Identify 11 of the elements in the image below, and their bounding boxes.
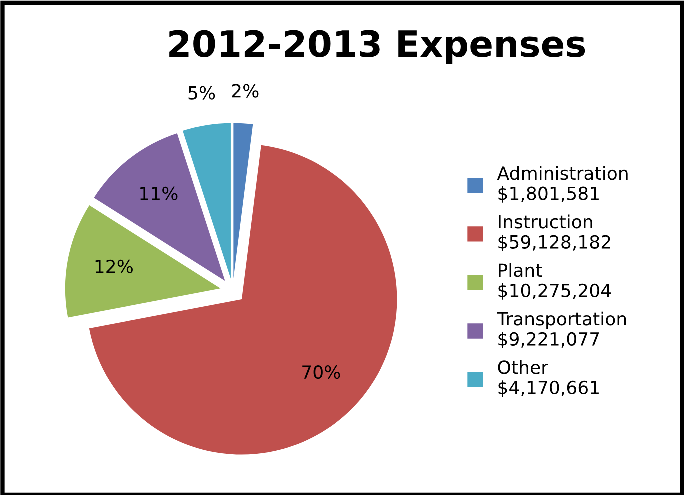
legend-label: Transportation $9,221,077	[497, 312, 626, 348]
data-label: 11%	[140, 186, 178, 201]
legend-label: Plant $10,275,204	[498, 263, 612, 300]
data-label: 2%	[232, 84, 259, 98]
chart-title: 2012-2013 Expenses	[170, 30, 586, 64]
legend-label: Instruction $59,128,182	[498, 214, 610, 252]
data-label: 70%	[302, 365, 340, 380]
data-label: 12%	[96, 260, 133, 274]
legend-label: Administration $1,801,581	[497, 166, 628, 203]
data-label: 5%	[188, 86, 216, 100]
legend-label: Other $4,170,661	[498, 360, 599, 397]
